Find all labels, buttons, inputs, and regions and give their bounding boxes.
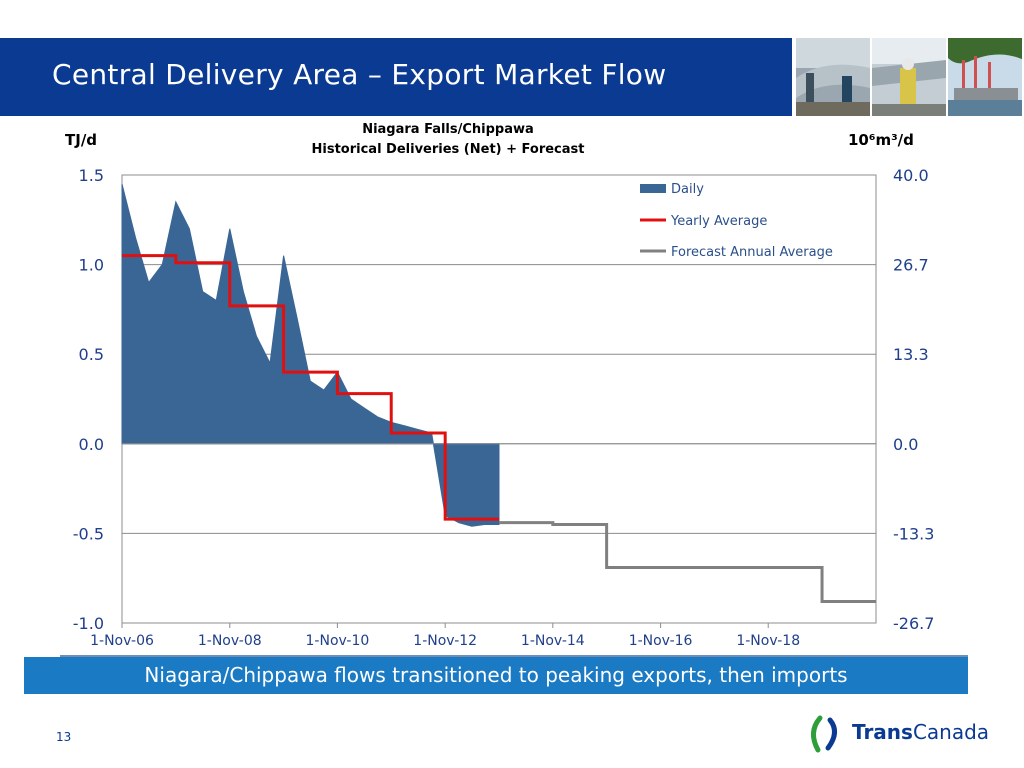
y-tick-label-left: -1.0: [73, 614, 104, 633]
transcanada-logo-icon: [811, 715, 837, 753]
y-tick-label-right: -26.7: [893, 614, 934, 633]
x-tick-label: 1-Nov-12: [413, 633, 477, 649]
x-tick-label: 1-Nov-16: [629, 633, 693, 649]
right-axis-unit: 10⁶m³/d: [848, 131, 914, 149]
series-forecast-annual-average-line: [499, 521, 876, 603]
legend-label-forecast: Forecast Annual Average: [671, 245, 833, 260]
x-tick-label: 1-Nov-10: [306, 633, 370, 649]
x-tick-label: 1-Nov-18: [736, 633, 800, 649]
header-bar: [0, 38, 792, 116]
transcanada-logo-text: TransCanada: [852, 720, 990, 744]
transcanada-logo: TransCanada: [804, 712, 989, 756]
field-worker-photo: [872, 38, 946, 116]
y-tick-label-left: 0.5: [79, 345, 104, 364]
x-tick-label: 1-Nov-14: [521, 633, 585, 649]
y-tick-label-left: 1.0: [79, 256, 104, 275]
y-tick-label-left: 0.0: [79, 435, 104, 454]
y-tick-label-right: 0.0: [893, 435, 918, 454]
chart-legend: Daily Yearly Average Forecast Annual Ave…: [640, 182, 833, 260]
y-tick-label-right: 40.0: [893, 166, 929, 185]
chart-subtitle: Historical Deliveries (Net) + Forecast: [312, 142, 585, 157]
y-tick-label-right: 26.7: [893, 256, 929, 275]
slide-title: Central Delivery Area – Export Market Fl…: [52, 58, 667, 91]
legend-swatch-daily: [640, 184, 666, 193]
y-tick-label-right: -13.3: [893, 524, 934, 543]
flow-chart: TJ/d 10⁶m³/d Niagara Falls/Chippawa Hist…: [65, 122, 934, 649]
pipeline-workers-photo: [796, 38, 870, 116]
series-daily-area: [121, 183, 500, 527]
x-tick-label: 1-Nov-06: [90, 633, 154, 649]
page-number: 13: [56, 730, 72, 744]
y-tick-label-right: 13.3: [893, 345, 929, 364]
x-tick-label: 1-Nov-08: [198, 633, 262, 649]
power-plant-photo: [948, 38, 1022, 116]
legend-label-yearly: Yearly Average: [670, 214, 767, 229]
series-yearly-average-line: [122, 254, 499, 521]
chart-title: Niagara Falls/Chippawa: [362, 122, 534, 137]
caption-banner: Niagara/Chippawa flows transitioned to p…: [24, 657, 968, 694]
y-tick-label-left: -0.5: [73, 524, 104, 543]
legend-label-daily: Daily: [671, 182, 704, 197]
y-tick-label-left: 1.5: [79, 166, 104, 185]
caption-divider: [60, 655, 968, 657]
left-axis-unit: TJ/d: [65, 131, 97, 149]
